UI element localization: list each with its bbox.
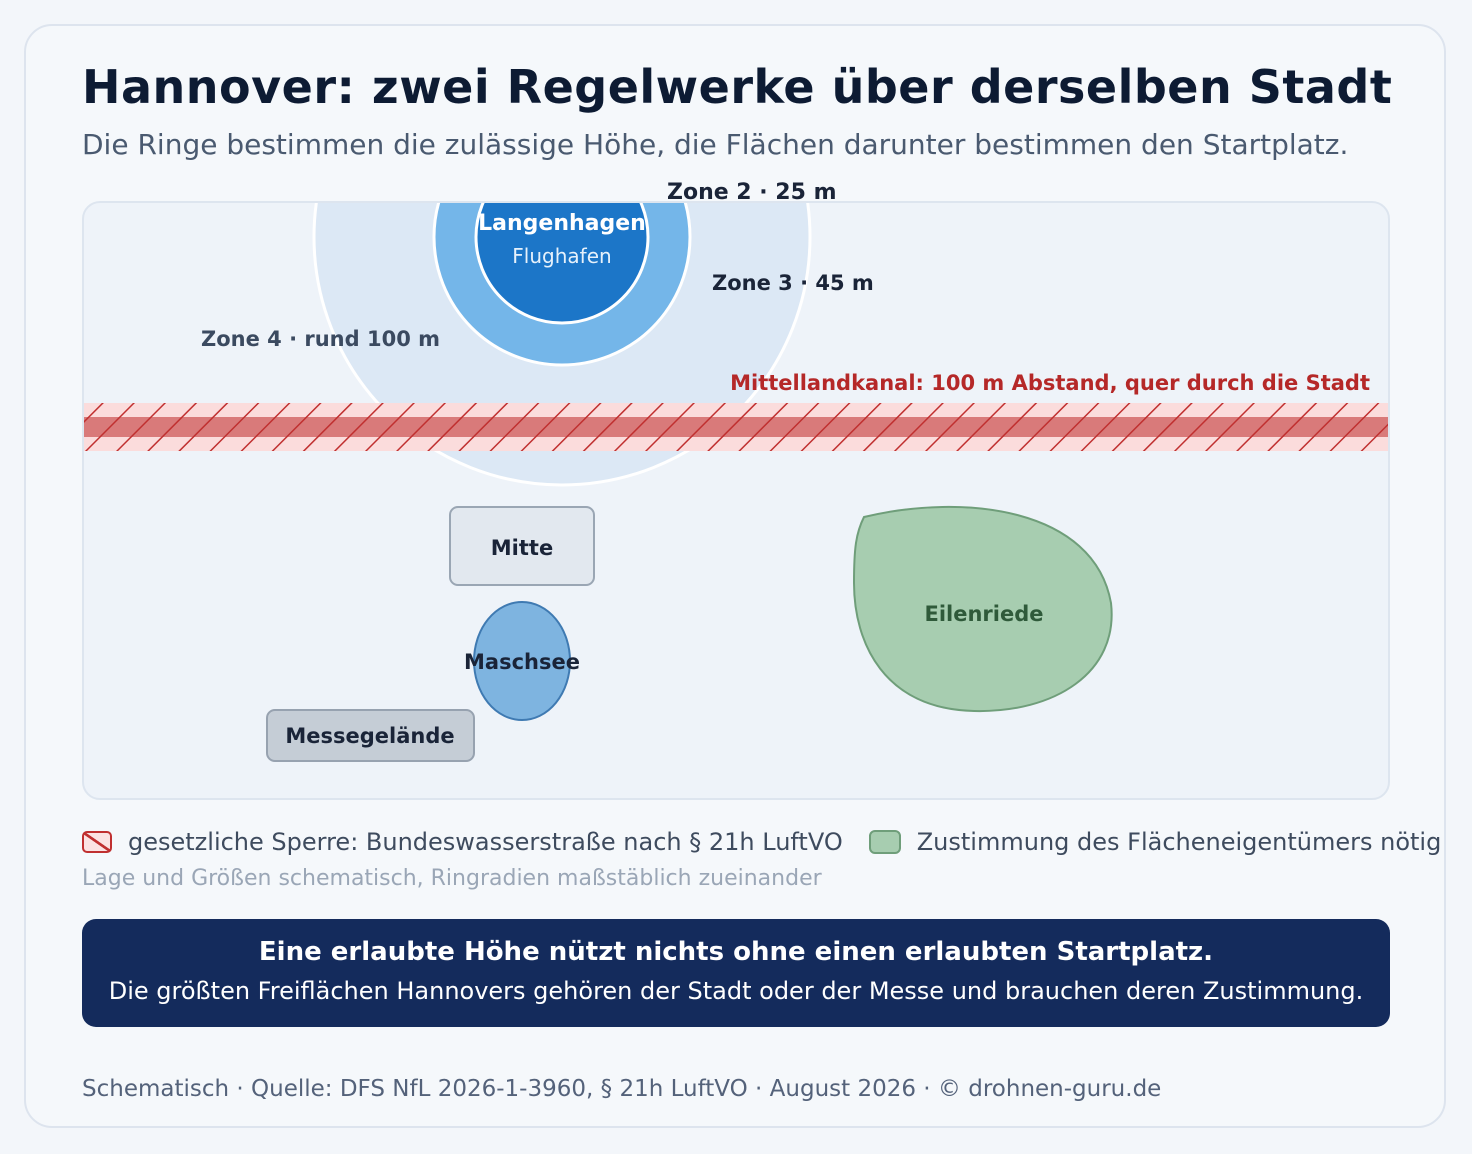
source-footer: Schematisch · Quelle: DFS NfL 2026-1-396… <box>82 1076 1162 1102</box>
map-canvas: Langenhagen Flughafen Zone 3 · 45 m Zone… <box>84 203 1388 762</box>
page-subtitle: Die Ringe bestimmen die zulässige Höhe, … <box>82 128 1349 161</box>
airport-label: Flughafen <box>512 244 611 268</box>
area-mitte <box>449 506 595 586</box>
area-messe <box>266 709 475 762</box>
page-title: Hannover: zwei Regelwerke über derselben… <box>82 60 1393 114</box>
zone2-label: Zone 2 · 25 m <box>667 180 837 205</box>
callout-box: Eine erlaubte Höhe nützt nichts ohne ein… <box>82 919 1390 1027</box>
airport-name: Langenhagen <box>478 211 646 236</box>
restriction-swatch <box>82 831 112 853</box>
legend: gesetzliche Sperre: Bundeswasserstraße n… <box>82 828 1441 856</box>
canal-label: Mittellandkanal: 100 m Abstand, quer dur… <box>730 371 1370 395</box>
airport-core <box>474 203 650 325</box>
maschsee-label: Maschsee <box>464 650 580 674</box>
area-eilenriede <box>852 505 1113 713</box>
eilenriede-label: Eilenriede <box>924 602 1043 626</box>
schematic-map: Langenhagen Flughafen Zone 3 · 45 m Zone… <box>82 201 1390 800</box>
messe-label: Messegelände <box>285 724 454 748</box>
callout-body: Die größten Freiflächen Hannovers gehöre… <box>108 977 1364 1005</box>
canal-band <box>84 403 1388 451</box>
zone4-label: Zone 4 · rund 100 m <box>201 327 440 351</box>
consent-swatch <box>868 830 901 854</box>
callout-headline: Eine erlaubte Höhe nützt nichts ohne ein… <box>258 937 1214 967</box>
area-maschsee <box>473 601 571 721</box>
legend-consent-text: Zustimmung des Flächeneigentümers nötig <box>916 828 1442 856</box>
legend-restriction-text: gesetzliche Sperre: Bundeswasserstraße n… <box>128 828 843 856</box>
zone3-label: Zone 3 · 45 m <box>712 271 874 295</box>
mitte-label: Mitte <box>491 536 553 560</box>
scale-note: Lage und Größen schematisch, Ringradien … <box>82 866 822 891</box>
